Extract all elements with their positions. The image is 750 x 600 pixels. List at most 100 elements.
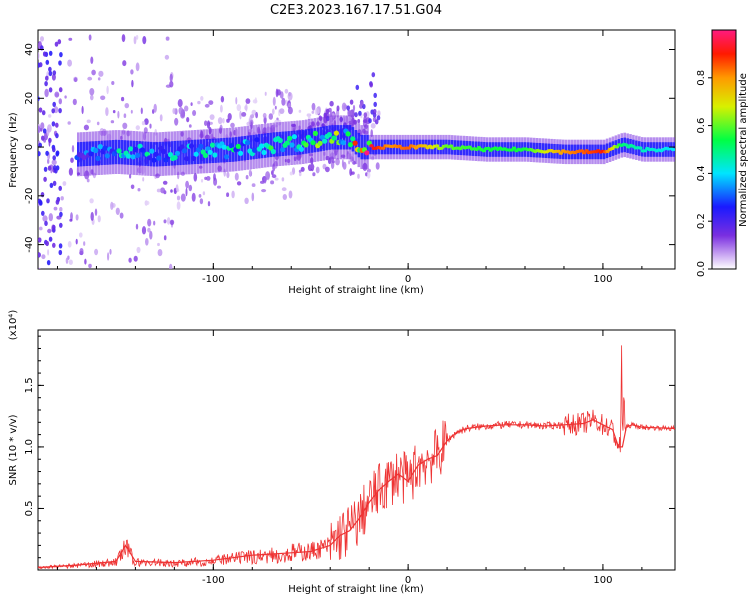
spectrogram-cell [349,168,353,177]
spectrogram-xtick-label: 100 [593,274,612,285]
spectrogram-cell [369,144,374,148]
snr-ytick-label: 1.0 [24,439,35,455]
spectrogram-cell [130,109,133,114]
spectrogram-cell [208,100,214,105]
spectrogram-cell [262,112,267,119]
spectrogram-cell [274,105,277,110]
spectrogram-cell [260,180,265,184]
spectrogram-cell [38,62,43,68]
spectrogram-cell [281,97,286,106]
spectrogram-cell [52,242,56,248]
spectrogram-cell [326,132,332,138]
spectrogram-cell [106,85,109,95]
spectrogram-cell [129,174,132,179]
spectrogram-cell [199,198,204,205]
spectrogram-cell [311,102,316,111]
spectrogram-cell [89,88,95,96]
spectrogram-cell [69,218,73,222]
colorbar-tick-label: 0.6 [696,118,707,134]
spectrogram-cell [179,144,185,150]
spectrogram-cell [299,130,302,155]
spectrogram-cell [252,134,255,160]
spectrogram-cell [259,143,265,149]
spectrogram-cell [185,180,190,189]
spectrogram-cell [140,107,143,115]
spectrogram-cell [58,87,63,93]
spectrogram-cell [39,226,43,231]
spectrogram-cell [60,196,64,201]
spectrogram-cell [48,87,53,93]
spectrogram-cell [363,112,368,118]
spectrogram-cell [252,147,258,153]
spectrogram-cell [46,198,50,204]
spectrogram-cell [279,108,285,114]
spectrogram-xtick-label: -100 [202,274,225,285]
spectrogram-cell [280,147,286,153]
spectrogram-cell [135,223,139,230]
spectrogram-cell [163,235,167,241]
spectrogram-cell [149,148,155,154]
spectrogram-cell [207,201,211,207]
spectrogram-cell [157,249,163,257]
spectrogram-cell [48,114,52,118]
spectrogram-cell [235,143,241,149]
spectrogram-cell [106,140,109,165]
spectrogram-cell [269,132,273,158]
spectrogram-cell [55,151,59,157]
spectrogram-cell [316,127,320,152]
spectrogram-cell [176,201,181,210]
spectrogram-cell [97,140,100,166]
spectrogram-cell [287,135,293,141]
spectrogram-cell [135,152,141,158]
spectrogram-cell [193,173,198,182]
spectrogram-cell [198,194,202,198]
spectrogram-cell [364,150,370,156]
spectrogram-cell [348,110,353,116]
spectrogram-cell [48,66,52,72]
spectrogram-cell [298,146,304,152]
spectrogram-cell [223,137,226,163]
spectrogram-cell [49,182,54,188]
spectrogram-cell [249,135,252,160]
spectrogram-cell [81,154,87,160]
spectrogram-cell [348,125,352,150]
spectrogram-cell [67,241,72,248]
spectrogram-cell [52,180,57,186]
spectrogram-cell [372,108,377,115]
spectrogram-cell [142,177,145,182]
spectrogram-cell [167,152,174,158]
spectrogram-cell [367,171,371,179]
spectrogram-cell [205,139,209,164]
spectrogram-cell [200,179,204,183]
spectrogram-cell [289,171,293,176]
spectrogram-cell [231,190,235,199]
spectrogram-cell [129,140,133,165]
spectrogram-cell [170,189,173,193]
spectrogram-cell [169,219,175,225]
spectrogram-cell [298,169,302,173]
spectrogram-cell [511,146,517,150]
spectrogram-cell [45,75,49,81]
snr-axes: -100 0 100 0.5 1.0 1.5 [24,330,675,586]
snr-xtick-label: -100 [202,575,225,586]
spectrogram-cell [104,153,110,159]
spectrogram-cell [278,131,282,157]
spectrogram-cell [349,99,354,105]
spectrogram-cell [354,112,358,118]
spectrogram-cell [345,131,351,137]
spectrogram-cell [351,171,355,175]
spectrogram-cell [370,123,376,129]
spectrogram-cell [138,141,141,166]
spectrogram-cell [245,98,251,104]
spectrogram-cell [226,171,230,179]
snr-xtick-label: 0 [405,575,411,586]
spectrogram-cell [123,113,127,118]
spectrogram-cell [188,124,192,128]
spectrogram-cell [306,113,312,117]
spectrogram-cell [347,142,354,148]
spectrogram-cell [368,118,372,124]
spectrogram-cell [84,258,87,265]
spectrogram-cell [272,96,276,106]
spectrogram-cell [52,101,56,107]
spectrogram-cell [346,105,351,111]
